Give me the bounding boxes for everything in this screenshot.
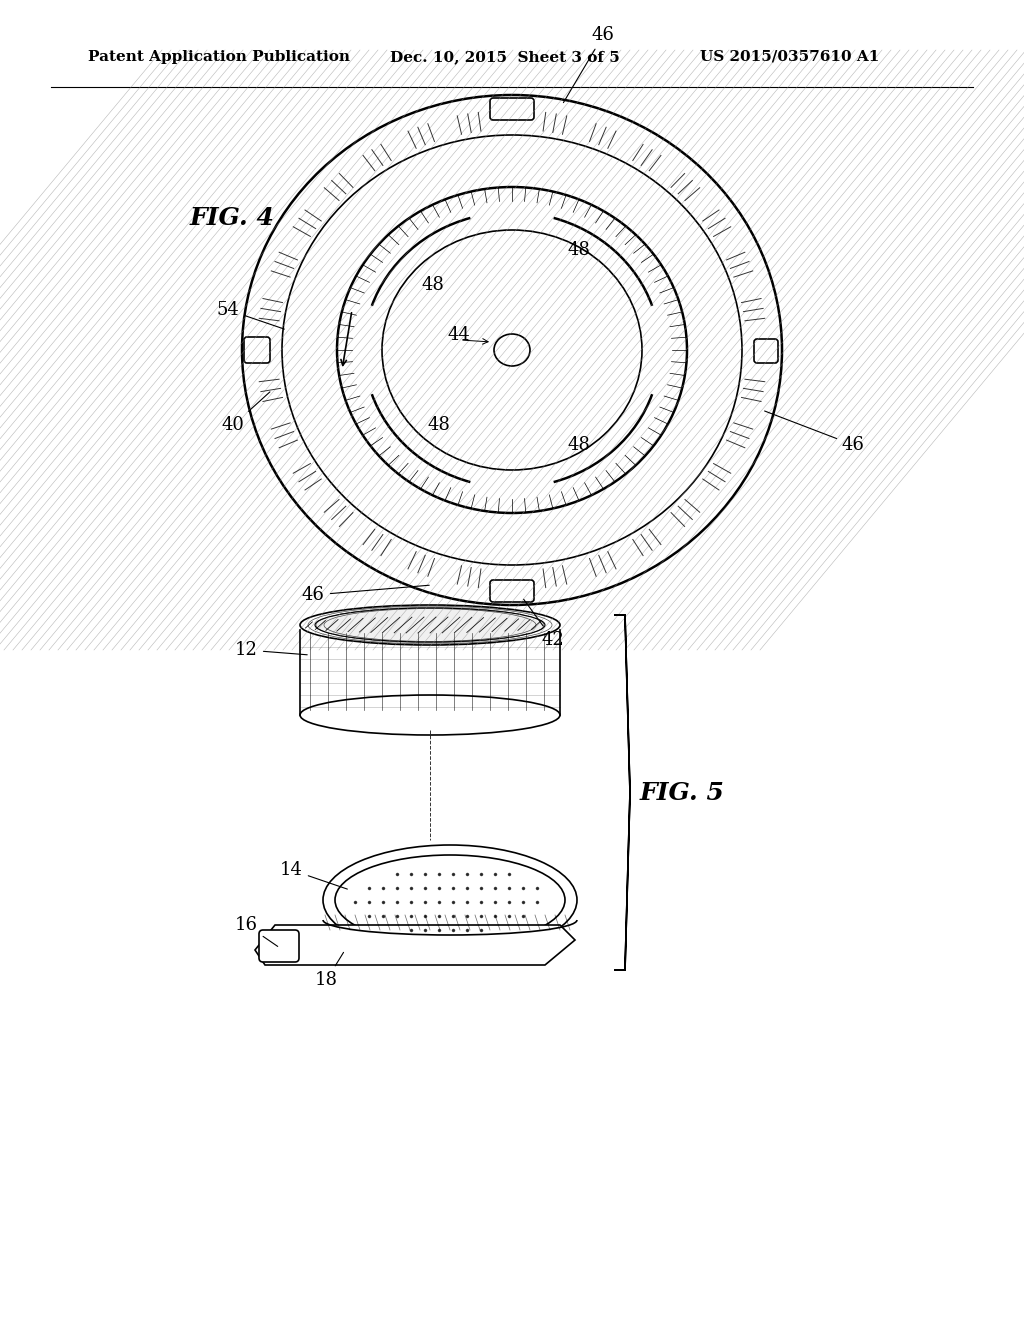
Text: US 2015/0357610 A1: US 2015/0357610 A1	[700, 50, 880, 63]
Ellipse shape	[494, 334, 530, 366]
Text: 54: 54	[217, 301, 285, 329]
Text: 48: 48	[567, 242, 590, 259]
Text: 46: 46	[302, 585, 429, 605]
Text: 14: 14	[280, 861, 347, 890]
Text: 48: 48	[422, 276, 444, 294]
Text: 48: 48	[567, 436, 590, 454]
Text: Dec. 10, 2015  Sheet 3 of 5: Dec. 10, 2015 Sheet 3 of 5	[390, 50, 620, 63]
Ellipse shape	[300, 605, 560, 645]
FancyBboxPatch shape	[244, 337, 270, 363]
Text: 16: 16	[234, 916, 278, 946]
FancyBboxPatch shape	[490, 579, 534, 602]
Text: 12: 12	[234, 642, 307, 659]
Ellipse shape	[315, 609, 545, 642]
Text: 42: 42	[523, 599, 565, 649]
Text: 18: 18	[315, 952, 343, 989]
Ellipse shape	[335, 855, 565, 945]
FancyBboxPatch shape	[259, 931, 299, 962]
Text: FIG. 5: FIG. 5	[640, 780, 725, 804]
Ellipse shape	[300, 696, 560, 735]
Polygon shape	[255, 925, 575, 965]
Text: Patent Application Publication: Patent Application Publication	[88, 50, 350, 63]
Text: 48: 48	[427, 416, 450, 434]
FancyBboxPatch shape	[754, 339, 778, 363]
Text: 40: 40	[222, 392, 270, 434]
FancyBboxPatch shape	[490, 98, 534, 120]
Text: 44: 44	[447, 326, 470, 345]
Text: FIG. 4: FIG. 4	[190, 206, 274, 230]
Text: 46: 46	[765, 411, 865, 454]
Text: 46: 46	[563, 26, 614, 103]
